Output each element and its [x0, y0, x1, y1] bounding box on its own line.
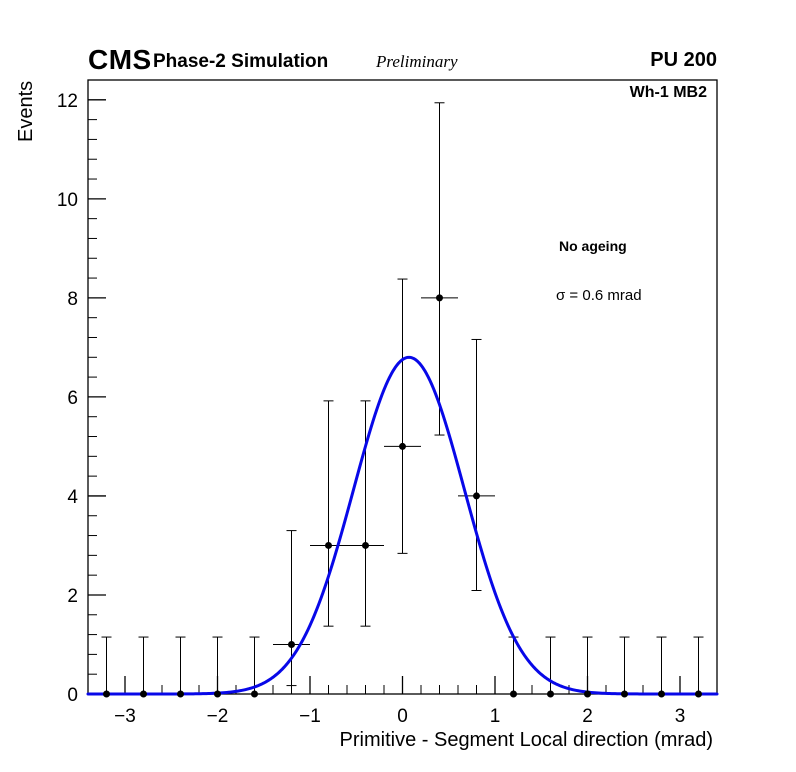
data-point [547, 690, 554, 698]
y-tick-label: 4 [67, 487, 78, 508]
y-tick-label: 12 [57, 91, 78, 112]
x-tick-label: 0 [397, 706, 408, 727]
x-axis-title: Primitive - Segment Local direction (mra… [340, 729, 713, 751]
data-point [436, 294, 443, 302]
fit-curve [86, 355, 719, 696]
data-point [658, 690, 665, 698]
data-point [584, 690, 591, 698]
data-point [288, 640, 295, 648]
x-tick-label: 2 [582, 706, 593, 727]
data-point [140, 690, 147, 698]
y-tick-label: 8 [67, 289, 78, 310]
y-axis-title: Events [15, 81, 37, 142]
x-tick-label: −3 [114, 706, 136, 727]
data-point [103, 690, 110, 698]
data-point [399, 442, 406, 450]
x-tick-label: 1 [490, 706, 501, 727]
x-tick-label: −2 [207, 706, 229, 727]
data-point [177, 690, 184, 698]
x-tick-label: 3 [675, 706, 686, 727]
x-tick-label: −1 [299, 706, 321, 727]
y-tick-label: 2 [67, 586, 78, 607]
data-point [621, 690, 628, 698]
header-pileup: PU 200 [650, 49, 717, 71]
ageing-label: No ageing [559, 238, 627, 254]
sigma-label: σ = 0.6 mrad [556, 287, 642, 304]
y-tick-label: 6 [67, 388, 78, 409]
data-point [325, 541, 332, 549]
data-point [214, 690, 221, 698]
data-point [473, 492, 480, 500]
header-status: Preliminary [376, 52, 458, 71]
data-point [362, 541, 369, 549]
cms-logo: CMS [88, 44, 152, 75]
y-tick-label: 10 [57, 190, 78, 211]
data-point [695, 690, 702, 698]
data-point [510, 690, 517, 698]
data-point [251, 690, 258, 698]
region-label: Wh-1 MB2 [629, 84, 707, 101]
y-tick-label: 0 [67, 685, 78, 706]
header-subtitle: Phase-2 Simulation [153, 51, 329, 72]
